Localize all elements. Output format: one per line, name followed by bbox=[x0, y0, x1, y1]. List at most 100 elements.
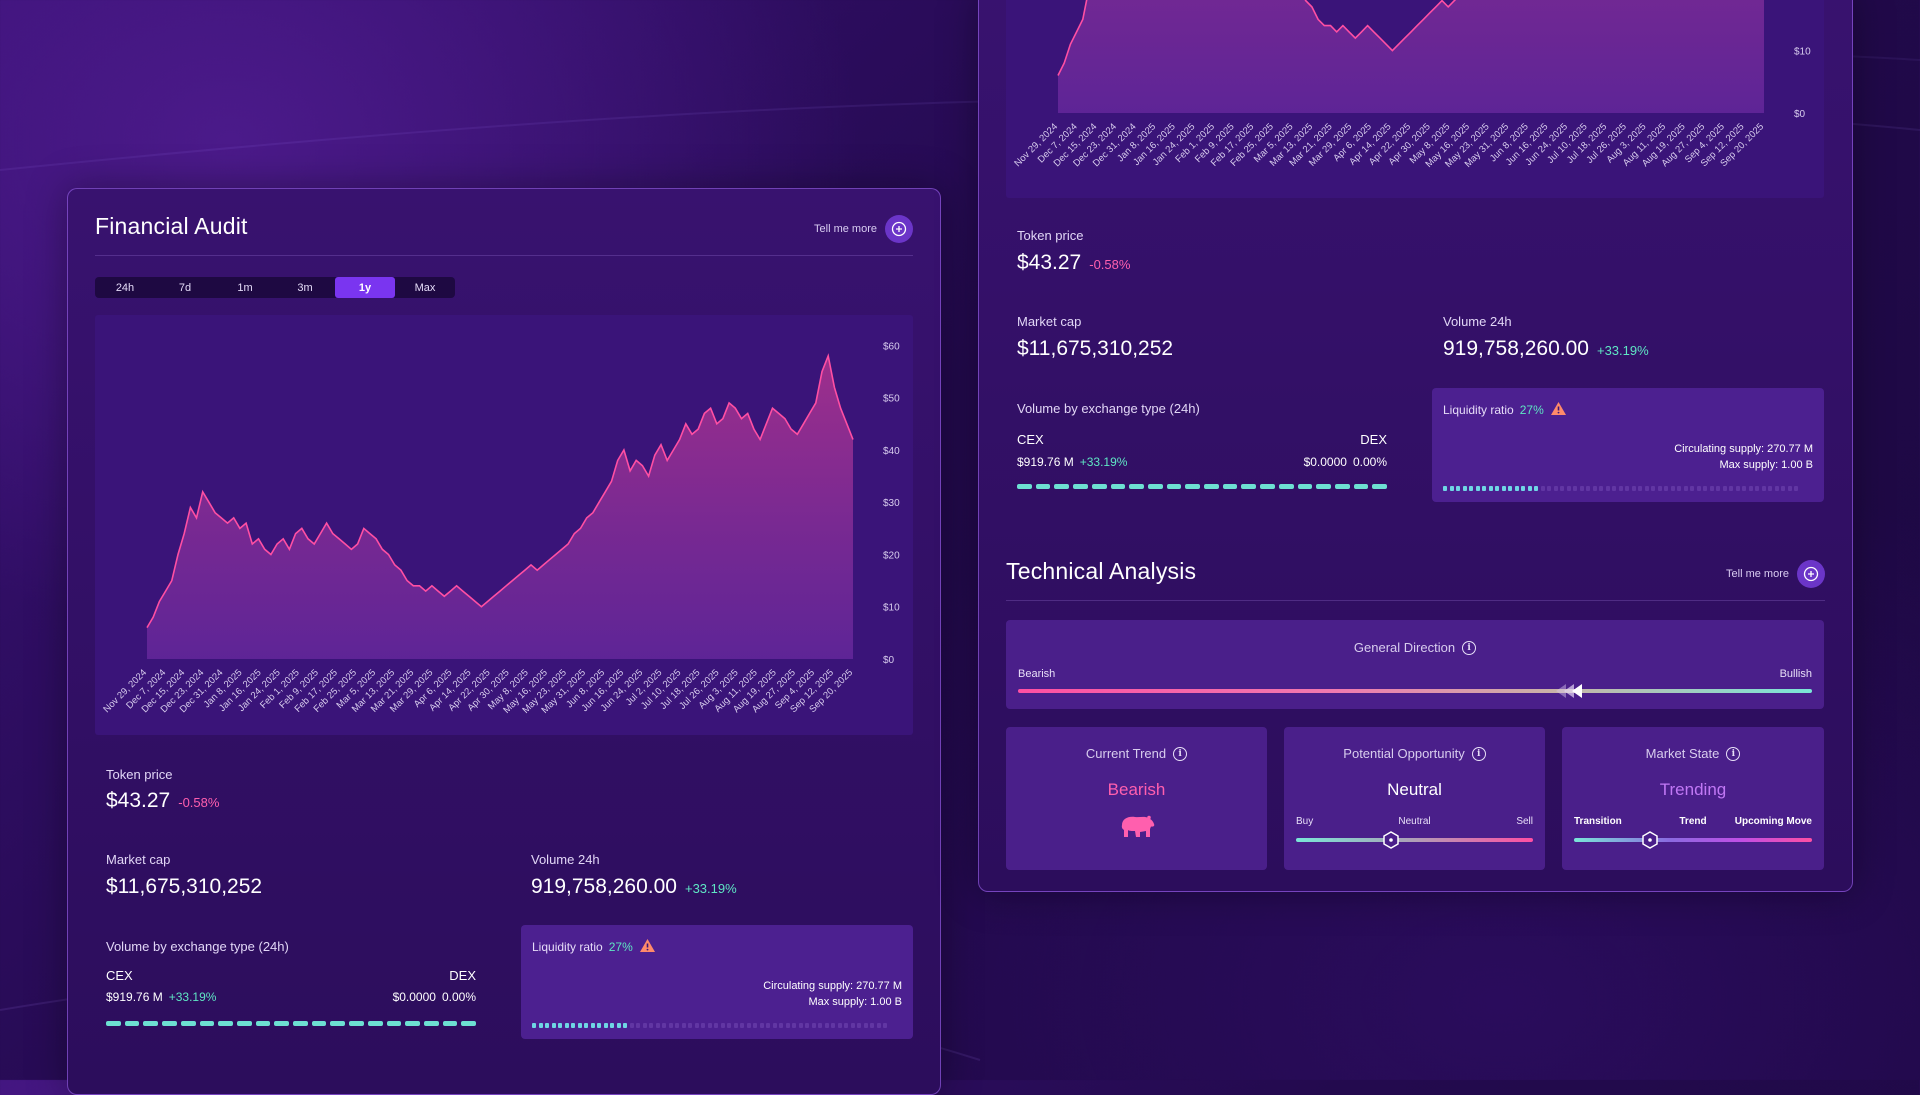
bar-segment bbox=[461, 1021, 477, 1026]
liquidity-dot bbox=[740, 1023, 744, 1028]
liquidity-dot bbox=[590, 1023, 595, 1028]
liquidity-dot bbox=[746, 1023, 751, 1028]
info-icon[interactable]: i bbox=[1173, 746, 1188, 761]
bar-segment bbox=[236, 1021, 252, 1026]
liquidity-dot bbox=[707, 1023, 712, 1028]
hexagon-marker-icon bbox=[1382, 831, 1400, 854]
liquidity-panel: Liquidity ratio 27% Circulating supply: … bbox=[1432, 388, 1824, 502]
liquidity-dot bbox=[714, 1023, 718, 1028]
liquidity-dot bbox=[1475, 486, 1480, 491]
bar-segment bbox=[367, 1021, 383, 1026]
info-icon[interactable]: i bbox=[1726, 746, 1741, 761]
liquidity-dot bbox=[532, 1023, 536, 1028]
liquidity-dot bbox=[662, 1023, 666, 1028]
liquidity-header: Liquidity ratio 27% bbox=[532, 938, 656, 956]
liquidity-dot bbox=[616, 1023, 621, 1028]
bar-segment bbox=[1073, 484, 1088, 489]
liquidity-panel: Liquidity ratio 27% Circulating supply: … bbox=[521, 925, 913, 1039]
liquidity-dot bbox=[870, 1023, 874, 1028]
liquidity-dot bbox=[727, 1023, 731, 1028]
liquidity-dot bbox=[1586, 486, 1590, 491]
tell-me-more-button[interactable]: Tell me more bbox=[814, 215, 913, 243]
liquidity-dot bbox=[1722, 486, 1727, 491]
transition-label: Transition bbox=[1574, 816, 1622, 827]
warning-icon bbox=[639, 938, 656, 956]
liquidity-dot bbox=[1644, 486, 1649, 491]
market-cap-label: Market cap bbox=[106, 852, 171, 867]
liquidity-dot bbox=[1748, 486, 1753, 491]
tell-me-more-button[interactable]: Tell me more bbox=[1726, 560, 1825, 588]
liquidity-dot bbox=[1794, 486, 1798, 491]
circulating-supply: Circulating supply: 270.77 M bbox=[763, 980, 902, 992]
bar-segment bbox=[1147, 484, 1163, 489]
general-direction-panel: General Direction i Bearish Bullish bbox=[1006, 620, 1824, 709]
liquidity-dot bbox=[785, 1023, 790, 1028]
liquidity-bar bbox=[532, 1023, 887, 1028]
liquidity-dot bbox=[1462, 486, 1467, 491]
technical-analysis-title: Technical Analysis bbox=[1006, 558, 1197, 584]
liquidity-dot bbox=[1670, 486, 1675, 491]
bar-segment bbox=[1278, 484, 1294, 489]
liquidity-dot bbox=[798, 1023, 803, 1028]
liquidity-dot bbox=[629, 1023, 634, 1028]
liquidity-dot bbox=[766, 1023, 770, 1028]
plus-circle-icon bbox=[885, 215, 913, 243]
cex-value: $919.76 M bbox=[106, 990, 163, 1004]
range-24h-button[interactable]: 24h bbox=[115, 281, 135, 294]
liquidity-dot bbox=[1768, 486, 1772, 491]
liquidity-dot bbox=[694, 1023, 699, 1028]
range-1m-button[interactable]: 1m bbox=[237, 281, 253, 294]
liquidity-header: Liquidity ratio 27% bbox=[1443, 401, 1567, 419]
market-cap-label: Market cap bbox=[1017, 314, 1082, 329]
liquidity-dot bbox=[1495, 486, 1499, 491]
liquidity-dot bbox=[577, 1023, 582, 1028]
liquidity-dot bbox=[1547, 486, 1551, 491]
exchange-volume-bar bbox=[1017, 484, 1388, 489]
potential-opportunity-value: Neutral bbox=[1387, 780, 1442, 799]
liquidity-dot bbox=[1696, 486, 1701, 491]
potential-opportunity-header: Potential Opportunity i bbox=[1284, 746, 1545, 761]
direction-track bbox=[1018, 689, 1812, 693]
exchange-volume-bar bbox=[106, 1021, 477, 1026]
liquidity-dot bbox=[564, 1023, 569, 1028]
current-trend-label: Current Trend bbox=[1085, 746, 1167, 761]
range-7d-button[interactable]: 7d bbox=[178, 281, 192, 294]
buy-label: Buy bbox=[1296, 816, 1314, 827]
tell-me-more-label: Tell me more bbox=[814, 223, 877, 235]
liquidity-dot bbox=[668, 1023, 673, 1028]
liquidity-dot bbox=[675, 1023, 679, 1028]
liquidity-dot bbox=[1664, 486, 1668, 491]
liquidity-dot bbox=[863, 1023, 868, 1028]
opportunity-track bbox=[1296, 838, 1533, 842]
info-icon[interactable]: i bbox=[1462, 640, 1477, 655]
bar-segment bbox=[1054, 484, 1070, 489]
bar-segment bbox=[218, 1021, 233, 1026]
cex-label: CEX bbox=[1017, 432, 1044, 447]
volume-exchange-label: Volume by exchange type (24h) bbox=[1017, 401, 1200, 416]
liquidity-dot bbox=[1690, 486, 1694, 491]
dex-value: $0.0000 bbox=[1303, 455, 1347, 469]
market-state-track bbox=[1574, 838, 1812, 842]
range-max-button[interactable]: Max bbox=[414, 281, 436, 294]
liquidity-dot bbox=[1599, 486, 1603, 491]
liquidity-dot bbox=[1443, 486, 1447, 491]
market-state-label: Market State bbox=[1645, 746, 1720, 761]
liquidity-dot bbox=[1729, 486, 1733, 491]
liquidity-dot bbox=[1612, 486, 1616, 491]
liquidity-dot bbox=[837, 1023, 842, 1028]
liquidity-dot bbox=[1449, 486, 1454, 491]
bar-segment bbox=[162, 1021, 177, 1026]
y-tick-label: $30 bbox=[883, 498, 900, 509]
liquidity-dot bbox=[610, 1023, 614, 1028]
liquidity-dot bbox=[1592, 486, 1597, 491]
range-3m-button[interactable]: 3m bbox=[297, 281, 313, 294]
bar-segment bbox=[386, 1021, 402, 1026]
range-1y-button[interactable]: 1y bbox=[335, 277, 395, 298]
liquidity-dot bbox=[1716, 486, 1720, 491]
info-icon[interactable]: i bbox=[1471, 746, 1486, 761]
ta-divider bbox=[1006, 600, 1825, 601]
bar-segment bbox=[1260, 484, 1275, 489]
volume-24h-row: 919,758,260.00 +33.19% bbox=[1443, 337, 1649, 361]
price-area bbox=[147, 355, 853, 659]
